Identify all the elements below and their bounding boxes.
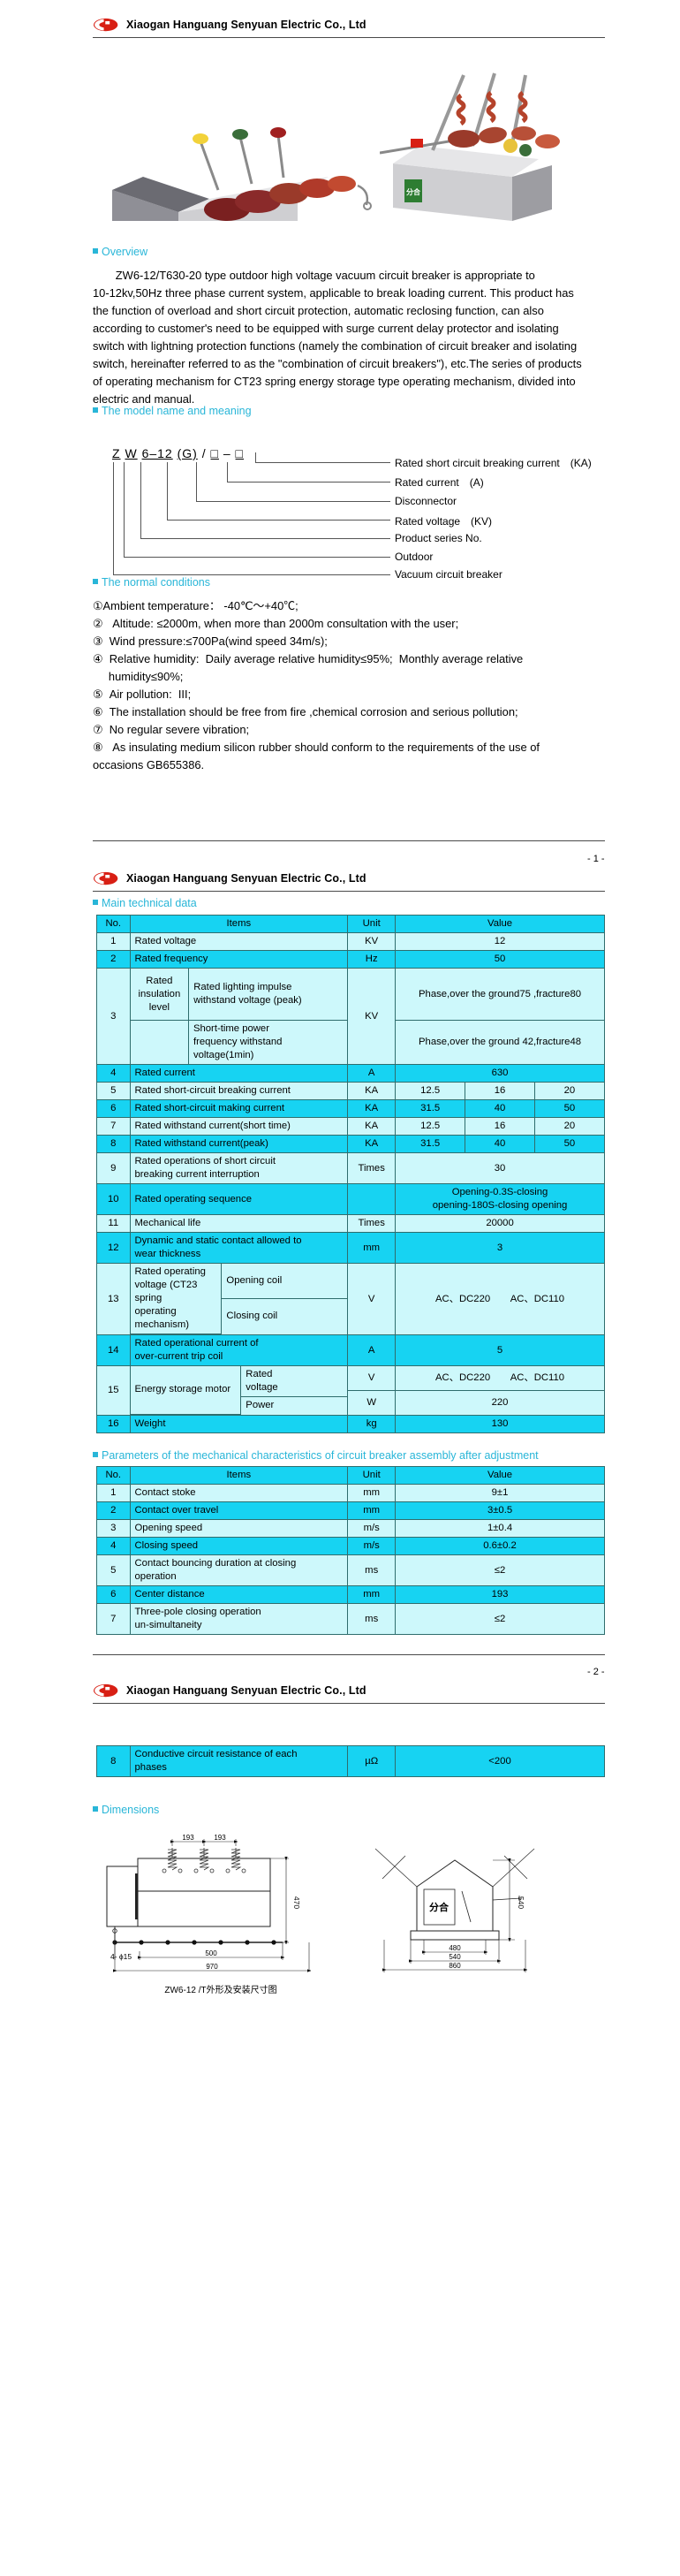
svg-text:480: 480: [449, 1944, 461, 1952]
svg-text:860: 860: [449, 1962, 461, 1970]
svg-text:540: 540: [449, 1953, 461, 1961]
svg-text:分合: 分合: [429, 1901, 450, 1913]
svg-text:4- ϕ15: 4- ϕ15: [110, 1952, 132, 1961]
svg-text:分合: 分合: [406, 187, 421, 196]
svg-text:540: 540: [517, 1896, 525, 1909]
svg-text:193: 193: [214, 1834, 226, 1842]
svg-text:193: 193: [182, 1834, 194, 1842]
svg-text:470: 470: [292, 1896, 301, 1909]
svg-text:500: 500: [205, 1949, 217, 1957]
svg-text:970: 970: [206, 1963, 218, 1971]
svg-text:ZW6-12 /T外形及安装尺寸图: ZW6-12 /T外形及安装尺寸图: [164, 1984, 276, 1995]
